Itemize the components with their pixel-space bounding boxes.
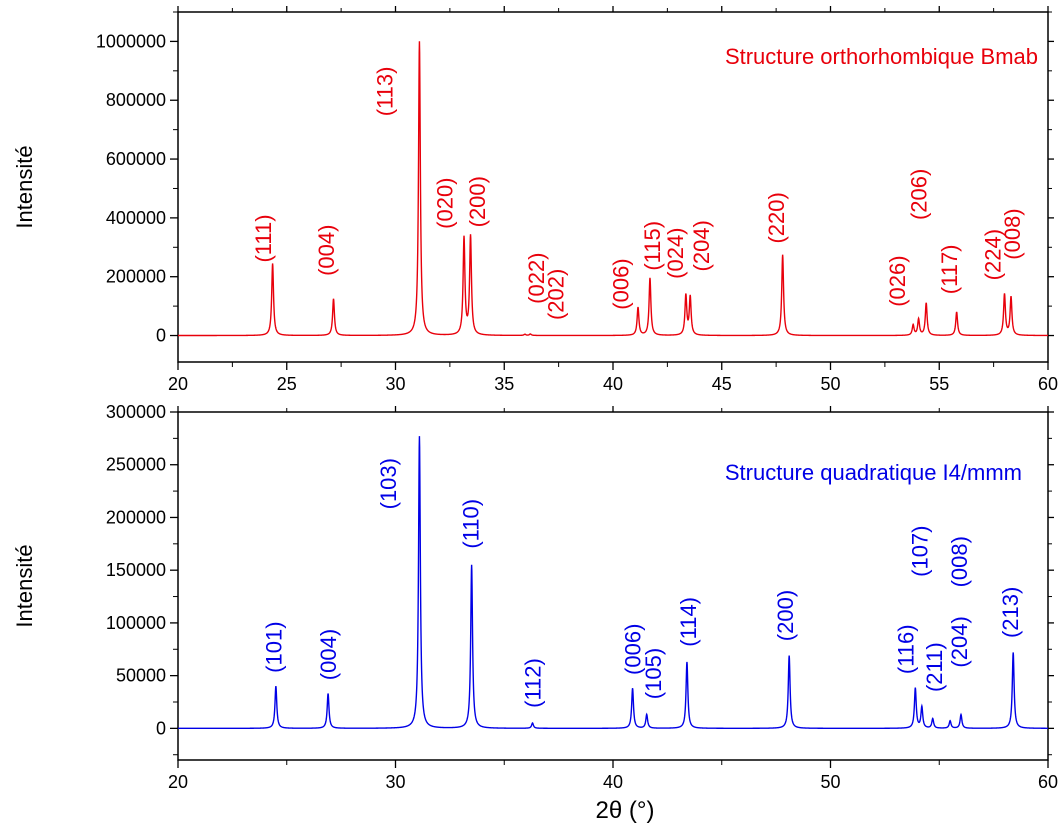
x-tick-label: 25 (277, 374, 297, 394)
x-tick-label: 55 (929, 374, 949, 394)
peak-label: (204) (689, 220, 714, 271)
y-tick-label: 200000 (106, 507, 166, 527)
chart-panel-1: 20 25 30 35 40 45 50 55 60 0 200000 400000 600000 800… (12, 6, 1058, 394)
x-tick-label: 50 (820, 374, 840, 394)
y-axis-label: Intensité (12, 145, 37, 228)
x-tick-label: 30 (385, 772, 405, 792)
peak-label: (220) (764, 192, 789, 243)
peak-label: (200) (773, 590, 798, 641)
peak-label: (006) (609, 258, 634, 309)
y-tick-label: 600000 (106, 149, 166, 169)
x-tick-label: 50 (820, 772, 840, 792)
x-tick-label: 35 (494, 374, 514, 394)
y-axis-label: Intensité (12, 544, 37, 627)
y-tick-label: 0 (156, 326, 166, 346)
peak-label: (113) (373, 67, 398, 117)
x-axis-label: 2θ (°) (596, 797, 655, 824)
x-tick-label: 60 (1038, 772, 1058, 792)
peak-label: (004) (316, 629, 341, 680)
peak-label: (211) (922, 642, 947, 692)
y-tick-label: 300000 (106, 402, 166, 422)
x-tick-label: 20 (168, 374, 188, 394)
series-line (178, 436, 1048, 730)
x-tick-label: 60 (1038, 374, 1058, 394)
peak-label: (200) (465, 176, 490, 227)
peak-label: (114) (676, 597, 701, 647)
y-tick-label: 150000 (106, 560, 166, 580)
peak-label: (026) (885, 255, 910, 306)
peak-label: (008) (947, 536, 972, 587)
x-tick-label: 20 (168, 772, 188, 792)
peak-label: (112) (521, 658, 546, 708)
peak-label: (024) (663, 227, 688, 278)
series-line (178, 41, 1048, 337)
peak-label: (204) (947, 616, 972, 667)
peak-label: (008) (1000, 208, 1025, 259)
x-tick-label: 30 (385, 374, 405, 394)
y-tick-label: 1000000 (96, 31, 166, 51)
peak-label: (101) (262, 621, 287, 672)
y-tick-label: 200000 (106, 267, 166, 287)
peak-label: (202) (543, 269, 568, 320)
chart-title: Structure orthorhombique Bmab (725, 44, 1038, 69)
peak-label: (213) (998, 587, 1023, 638)
y-tick-label: 0 (156, 718, 166, 738)
y-tick-label: 100000 (106, 613, 166, 633)
peak-label: (224) (981, 229, 1006, 280)
x-tick-label: 40 (603, 374, 623, 394)
peak-label: (115) (640, 221, 665, 271)
peak-label: (006) (621, 624, 646, 675)
y-tick-label: 50000 (116, 666, 166, 686)
peak-label: (020) (432, 177, 457, 228)
x-tick-label: 40 (603, 772, 623, 792)
peak-label: (107) (908, 526, 933, 577)
chart-title: Structure quadratique I4/mmm (725, 460, 1022, 485)
peak-label: (105) (641, 648, 666, 699)
chart-panel-2: 20 30 40 50 60 0 50000 100000 150000 200000 250000… (12, 402, 1058, 824)
peak-label: (116) (894, 624, 919, 674)
peak-label: (206) (907, 169, 932, 220)
peak-label: (117) (937, 244, 962, 294)
peak-label: (004) (314, 225, 339, 276)
x-tick-label: 45 (712, 374, 732, 394)
peak-label: (111) (251, 214, 276, 262)
peak-label: (103) (376, 458, 401, 509)
y-tick-label: 800000 (106, 90, 166, 110)
peak-label: (110) (459, 499, 484, 549)
y-tick-label: 250000 (106, 455, 166, 475)
peak-label: (022) (524, 252, 549, 303)
y-tick-label: 400000 (106, 208, 166, 228)
